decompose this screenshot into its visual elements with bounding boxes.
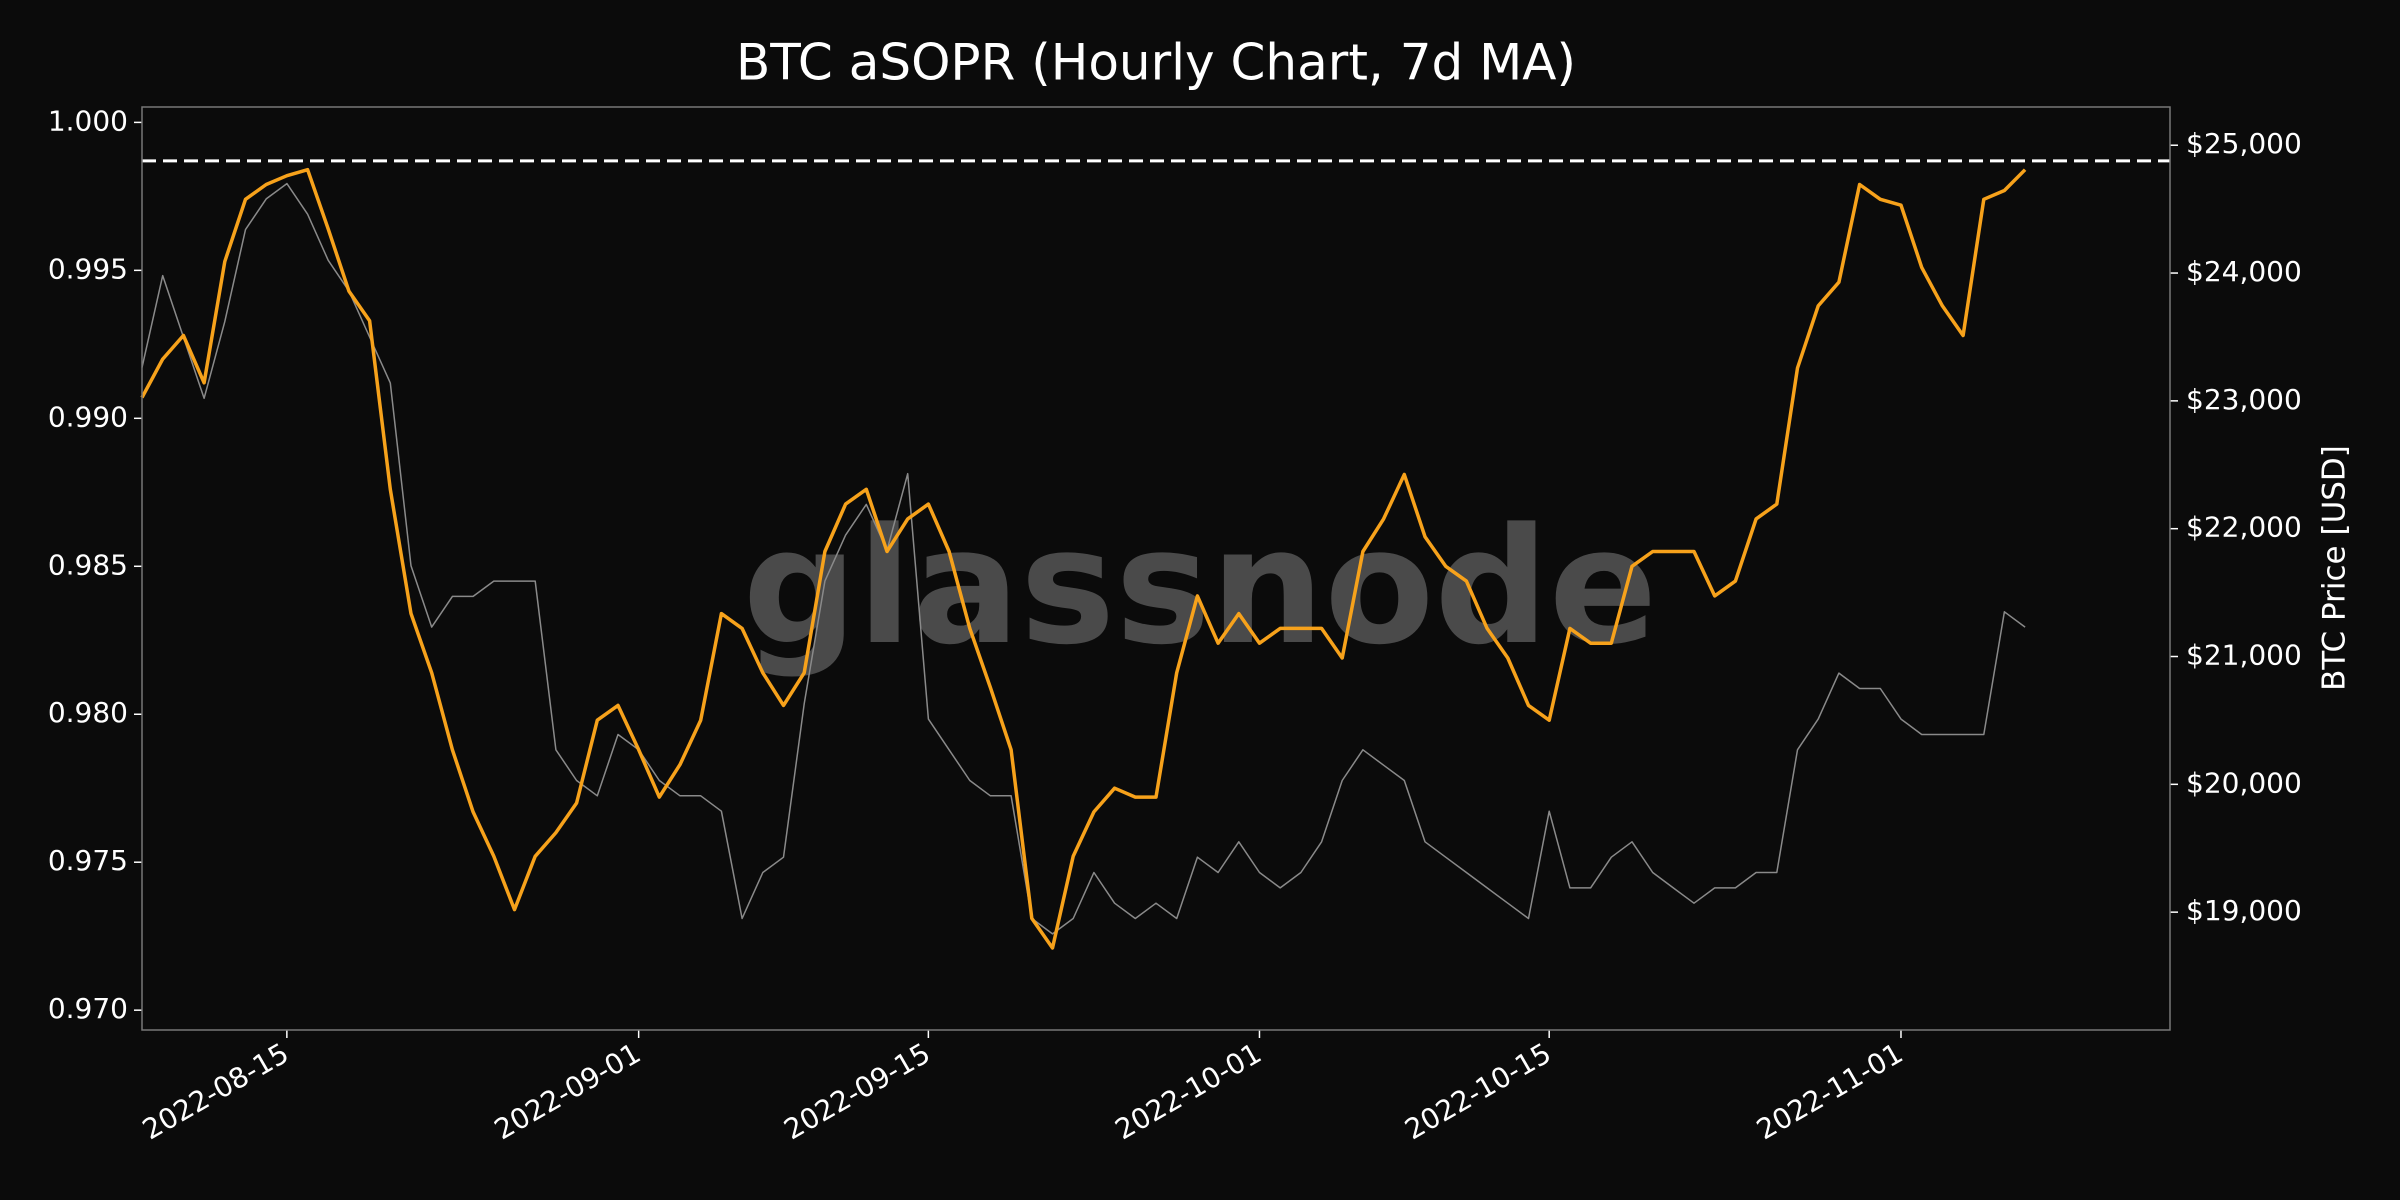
y2-tick-label: $22,000	[2186, 511, 2302, 544]
y2-tick-label: $20,000	[2186, 766, 2302, 799]
y2-tick-label: $25,000	[2186, 127, 2302, 160]
plot-frame	[141, 106, 2171, 1031]
y2-tick-label: $23,000	[2186, 383, 2302, 416]
y2-tick-label: $21,000	[2186, 639, 2302, 672]
y-tick-label: 1.000	[48, 104, 128, 137]
series-line	[140, 167, 2027, 950]
y-tick-label: 0.975	[48, 844, 128, 877]
y-tick-label: 0.980	[48, 696, 128, 729]
y2-axis-label: BTC Price [USD]	[2317, 445, 2353, 691]
y-tick-label: 0.970	[48, 992, 128, 1025]
y2-tick-label: $19,000	[2186, 894, 2302, 927]
series-line	[141, 182, 2026, 935]
watermark: glassnode	[743, 493, 1658, 680]
y2-tick-label: $24,000	[2186, 255, 2302, 288]
y-tick-label: 0.985	[48, 548, 128, 581]
y-tick-label: 0.995	[48, 252, 128, 285]
chart-title: BTC aSOPR (Hourly Chart, 7d MA)	[736, 34, 1576, 92]
y-tick-label: 0.990	[48, 400, 128, 433]
